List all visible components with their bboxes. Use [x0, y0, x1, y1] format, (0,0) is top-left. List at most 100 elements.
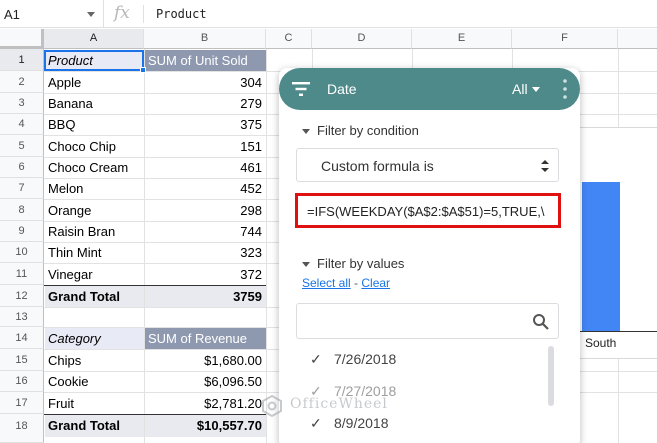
expand-caret-icon[interactable]	[302, 262, 310, 267]
value-list-item[interactable]: ✓ 8/9/2018	[310, 415, 389, 432]
pivot-row-value[interactable]: 372	[240, 267, 262, 282]
value-list-item[interactable]: ✓ 7/27/2018	[310, 383, 396, 400]
row-header[interactable]: 10	[0, 242, 44, 263]
pivot-row-value[interactable]: $2,781.20	[204, 396, 262, 411]
pivot-grand-total-label[interactable]: Grand Total	[45, 286, 144, 307]
pivot-header-unit-sold[interactable]: SUM of Unit Sold	[145, 50, 266, 71]
row-header[interactable]: 2	[0, 71, 44, 93]
filter-by-condition-heading[interactable]: Filter by condition	[317, 123, 419, 138]
watermark-logo-icon	[262, 394, 282, 418]
row-header[interactable]: 8	[0, 199, 44, 221]
values-search-input[interactable]	[296, 303, 559, 339]
row-header[interactable]: 15	[0, 349, 44, 371]
pivot-row-label[interactable]: Choco Chip	[48, 139, 116, 154]
pivot-row-label[interactable]: Banana	[48, 96, 93, 111]
select-all-corner[interactable]	[0, 29, 44, 49]
pivot-row-value[interactable]: 298	[240, 203, 262, 218]
filter-column-name: Date	[327, 81, 357, 97]
row-header[interactable]: 3	[0, 93, 44, 114]
pivot-row-label[interactable]: Chips	[48, 353, 82, 368]
row-header[interactable]: 13	[0, 307, 44, 327]
check-icon[interactable]: ✓	[310, 351, 322, 367]
pivot-row-value[interactable]: 461	[240, 160, 262, 175]
row-header[interactable]: 14	[0, 327, 44, 349]
row-header[interactable]: 1	[0, 49, 44, 71]
pivot-row-label[interactable]: Apple	[48, 75, 82, 90]
pivot-row-value[interactable]: 279	[240, 96, 262, 111]
pivot-grand-total-label[interactable]: Grand Total	[45, 415, 144, 437]
pivot-row-value[interactable]: 452	[240, 181, 262, 196]
pivot-row-value[interactable]: 304	[240, 75, 262, 90]
row-header[interactable]: 5	[0, 135, 44, 157]
clear-link[interactable]: Clear	[361, 276, 391, 290]
column-header-d[interactable]: D	[312, 29, 412, 49]
fx-icon: fx	[114, 3, 130, 23]
column-header-b[interactable]: B	[144, 29, 266, 49]
filter-by-values-heading[interactable]: Filter by values	[317, 256, 405, 271]
pivot-row-label[interactable]: Fruit	[48, 396, 74, 411]
row-header[interactable]: 18	[0, 414, 44, 443]
column-header-f[interactable]: F	[512, 29, 618, 49]
condition-select[interactable]: Custom formula is	[296, 148, 559, 182]
row-header[interactable]: 9	[0, 221, 44, 242]
fill-handle[interactable]	[140, 67, 146, 73]
column-header-g[interactable]	[618, 29, 657, 49]
row-header[interactable]: 6	[0, 157, 44, 178]
custom-formula-value: =IFS(WEEKDAY($A$2:$A$51)=5,TRUE,\	[307, 204, 545, 219]
pivot-row-label[interactable]: Raisin Bran	[48, 224, 116, 239]
filter-icon[interactable]	[291, 80, 311, 98]
value-label: 8/9/2018	[334, 415, 389, 431]
pivot-row-value[interactable]: 744	[240, 224, 262, 239]
pivot-header-revenue[interactable]: SUM of Revenue	[145, 328, 266, 349]
chart-x-axis	[578, 331, 657, 332]
row-header[interactable]: 16	[0, 371, 44, 392]
row-header[interactable]: 17	[0, 392, 44, 414]
column-header-c[interactable]: C	[266, 29, 312, 49]
filter-panel	[279, 68, 580, 443]
pivot-row-value[interactable]: 151	[240, 139, 262, 154]
pivot-row-value[interactable]: 375	[240, 117, 262, 132]
more-vert-icon[interactable]	[563, 78, 567, 100]
check-icon[interactable]: ✓	[310, 383, 322, 399]
pivot-header-product[interactable]: Product	[45, 50, 144, 71]
total-rule	[44, 414, 266, 415]
pivot-row-value[interactable]: $6,096.50	[204, 374, 262, 389]
pivot-grand-total-value[interactable]: 3759	[145, 286, 266, 307]
value-list-item[interactable]: ✓ 7/26/2018	[310, 351, 396, 368]
formula-bar-divider	[143, 5, 144, 23]
formula-bar: A1 fx Product	[0, 0, 657, 28]
pivot-row-label[interactable]: Melon	[48, 181, 84, 196]
pivot-row-value[interactable]: $1,680.00	[204, 353, 262, 368]
pivot-grand-total-value[interactable]: $10,557.70	[145, 415, 266, 437]
pivot-header-category[interactable]: Category	[45, 328, 144, 349]
pivot-row-label[interactable]: Orange	[48, 203, 92, 218]
select-all-link[interactable]: Select all	[302, 276, 351, 290]
row-header[interactable]: 7	[0, 178, 44, 199]
pivot-row-value[interactable]: 323	[240, 245, 262, 260]
custom-formula-input[interactable]: =IFS(WEEKDAY($A$2:$A$51)=5,TRUE,\	[295, 193, 561, 228]
expand-caret-icon[interactable]	[302, 129, 310, 134]
check-icon[interactable]: ✓	[310, 415, 322, 431]
pivot-row-label[interactable]: Vinegar	[48, 267, 93, 282]
name-box[interactable]: A1	[0, 0, 104, 28]
total-rule	[44, 285, 266, 286]
row-header[interactable]: 11	[0, 263, 44, 285]
column-header-e[interactable]: E	[412, 29, 512, 49]
column-header-a[interactable]: A	[44, 29, 144, 49]
pivot-row-label[interactable]: Thin Mint	[48, 245, 102, 260]
pivot-row-label[interactable]: Choco Cream	[48, 160, 129, 175]
chevron-down-icon[interactable]	[532, 87, 540, 92]
filter-status[interactable]: All	[512, 81, 528, 97]
name-box-value: A1	[4, 7, 20, 22]
search-icon	[533, 314, 549, 330]
formula-input[interactable]: Product	[156, 7, 207, 21]
pivot-row-label[interactable]: Cookie	[48, 374, 89, 389]
row-header[interactable]: 4	[0, 114, 44, 135]
row-header[interactable]: 12	[0, 285, 44, 307]
chart-bar-south[interactable]	[582, 182, 620, 331]
values-scrollbar[interactable]	[548, 346, 554, 406]
filter-chip-header[interactable]: Date All	[279, 68, 580, 110]
pivot-row-label[interactable]: BBQ	[48, 117, 76, 132]
name-box-dropdown-icon[interactable]	[87, 12, 95, 17]
